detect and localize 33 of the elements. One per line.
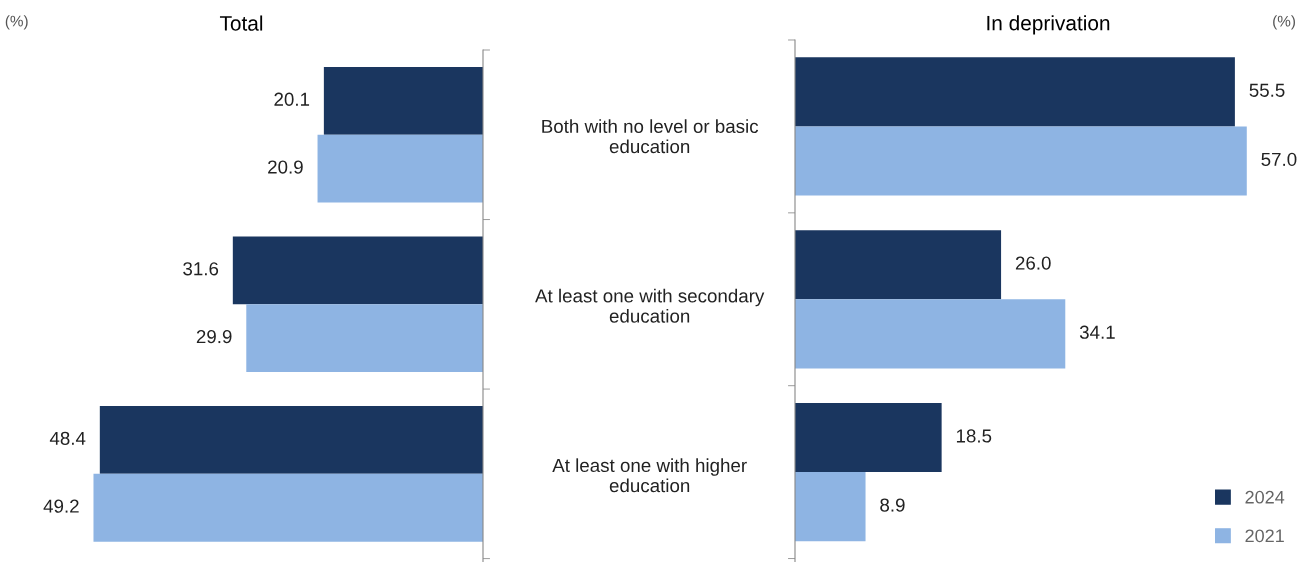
bar — [323, 66, 483, 135]
data-label: 20.1 — [274, 92, 310, 106]
chart-title: Total — [219, 15, 263, 31]
data-label: 18.5 — [956, 429, 992, 443]
bar — [795, 57, 1235, 127]
y-tick-label: Both with no level or basic education — [542, 119, 759, 154]
chart-title: In deprivation — [987, 15, 1110, 35]
data-label: 49.2 — [43, 499, 79, 513]
bar — [795, 299, 1066, 369]
bar — [232, 236, 483, 305]
text: (%) — [5, 15, 28, 30]
y-tick-label: At least one with higher education — [552, 458, 747, 493]
text: (%) — [1273, 15, 1295, 30]
data-label: 31.6 — [183, 262, 219, 276]
data-label: 8.9 — [880, 498, 905, 512]
legend-label: 2021 — [1245, 529, 1284, 543]
data-label: 20.9 — [268, 160, 303, 174]
legend-label: 2024 — [1245, 490, 1285, 504]
bar — [795, 402, 942, 473]
data-label: 29.9 — [196, 329, 232, 344]
bar — [99, 406, 483, 474]
bar — [246, 304, 483, 373]
bar — [795, 126, 1247, 196]
data-label: 48.4 — [49, 431, 86, 445]
data-label: 34.1 — [1079, 325, 1115, 339]
data-label: 26.0 — [1015, 256, 1051, 270]
data-label: 57.0 — [1261, 152, 1297, 167]
y-tick-label: At least one with secondary education — [535, 288, 765, 323]
bar — [93, 473, 483, 542]
bar — [317, 134, 483, 203]
bar — [795, 230, 1002, 300]
data-label: 55.5 — [1249, 83, 1285, 97]
bar — [795, 472, 866, 542]
